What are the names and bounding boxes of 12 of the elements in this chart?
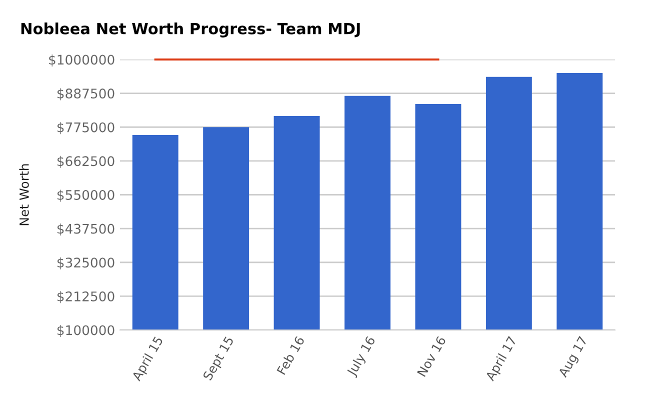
y-tick-label: $100000 xyxy=(57,324,114,337)
y-tick-label: $1000000 xyxy=(49,54,114,66)
y-tick-label: $887500 xyxy=(57,88,114,100)
y-tick-label: $662500 xyxy=(57,156,114,168)
y-tick-label: $437500 xyxy=(57,224,114,236)
y-tick-label: $550000 xyxy=(57,190,114,202)
y-axis-title: Net Worth xyxy=(19,164,29,226)
y-tick-label: $775000 xyxy=(57,122,114,134)
y-tick-label: $212500 xyxy=(57,291,114,304)
chart-title: Nobleea Net Worth Progress- Team MDJ xyxy=(21,22,360,38)
x-tick-label: Feb 16 xyxy=(276,336,305,376)
y-tick-label: $325000 xyxy=(57,257,114,270)
